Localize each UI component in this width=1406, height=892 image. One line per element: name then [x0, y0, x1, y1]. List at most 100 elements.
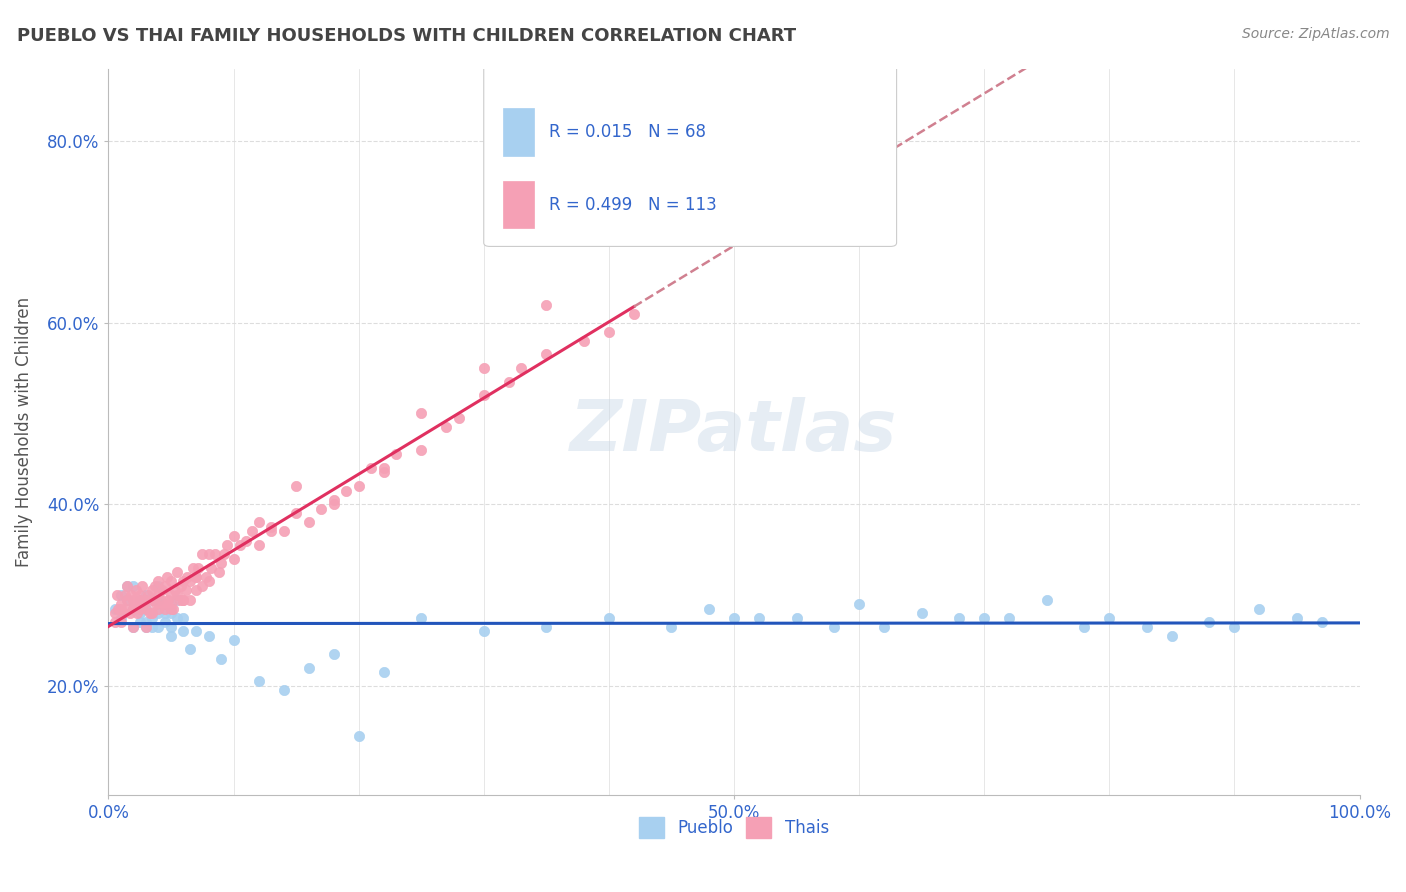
- Point: [172, 592, 194, 607]
- Point: [447, 411, 470, 425]
- Point: [1136, 620, 1159, 634]
- Point: [156, 570, 179, 584]
- Point: [176, 570, 198, 584]
- Point: [145, 597, 167, 611]
- Point: [118, 606, 141, 620]
- Point: [114, 588, 136, 602]
- Point: [160, 629, 183, 643]
- Point: [273, 683, 295, 698]
- Point: [195, 570, 218, 584]
- Point: [128, 592, 150, 607]
- Point: [135, 601, 157, 615]
- Point: [128, 606, 150, 620]
- Point: [179, 574, 201, 589]
- Point: [217, 538, 239, 552]
- Point: [209, 651, 232, 665]
- Point: [141, 610, 163, 624]
- Point: [1035, 592, 1057, 607]
- Point: [472, 624, 495, 639]
- Point: [786, 610, 808, 624]
- Point: [536, 347, 558, 361]
- Point: [222, 633, 245, 648]
- Point: [169, 592, 191, 607]
- Point: [411, 442, 433, 457]
- Point: [172, 592, 194, 607]
- Point: [122, 601, 145, 615]
- Point: [148, 606, 170, 620]
- Point: [623, 307, 645, 321]
- Point: [148, 588, 170, 602]
- Point: [115, 592, 138, 607]
- Point: [184, 624, 207, 639]
- Point: [322, 647, 344, 661]
- Point: [184, 570, 207, 584]
- Point: [434, 420, 457, 434]
- Point: [197, 547, 219, 561]
- Point: [110, 588, 132, 602]
- Point: [998, 610, 1021, 624]
- Point: [1098, 610, 1121, 624]
- Point: [848, 597, 870, 611]
- Point: [110, 597, 132, 611]
- Point: [1223, 620, 1246, 634]
- Point: [204, 547, 226, 561]
- Point: [207, 566, 229, 580]
- Point: [536, 620, 558, 634]
- Point: [222, 529, 245, 543]
- Point: [598, 610, 620, 624]
- Point: [153, 615, 176, 630]
- Point: [209, 556, 232, 570]
- Point: [141, 606, 163, 620]
- Y-axis label: Family Households with Children: Family Households with Children: [15, 296, 32, 566]
- Point: [197, 574, 219, 589]
- Point: [138, 588, 160, 602]
- Point: [191, 579, 214, 593]
- Point: [472, 388, 495, 402]
- Point: [197, 629, 219, 643]
- Point: [184, 583, 207, 598]
- Point: [335, 483, 357, 498]
- Point: [157, 592, 180, 607]
- Point: [135, 620, 157, 634]
- Point: [260, 524, 283, 539]
- Point: [141, 592, 163, 607]
- Legend: Pueblo, Thais: Pueblo, Thais: [633, 811, 835, 845]
- Point: [166, 610, 188, 624]
- Point: [120, 588, 142, 602]
- Point: [110, 601, 132, 615]
- Point: [598, 325, 620, 339]
- Point: [115, 601, 138, 615]
- Point: [247, 674, 270, 689]
- Point: [160, 606, 183, 620]
- Point: [122, 620, 145, 634]
- Point: [160, 601, 183, 615]
- Point: [135, 588, 157, 602]
- Point: [153, 597, 176, 611]
- Point: [498, 375, 520, 389]
- Point: [322, 497, 344, 511]
- Text: R = 0.015   N = 68: R = 0.015 N = 68: [548, 123, 706, 141]
- Point: [1285, 610, 1308, 624]
- Point: [240, 524, 263, 539]
- Point: [125, 583, 148, 598]
- Point: [135, 620, 157, 634]
- Point: [179, 642, 201, 657]
- Point: [141, 583, 163, 598]
- Point: [373, 665, 395, 680]
- Point: [1249, 601, 1271, 615]
- Point: [697, 601, 720, 615]
- Text: PUEBLO VS THAI FAMILY HOUSEHOLDS WITH CHILDREN CORRELATION CHART: PUEBLO VS THAI FAMILY HOUSEHOLDS WITH CH…: [17, 27, 796, 45]
- Point: [105, 588, 128, 602]
- Point: [127, 606, 149, 620]
- Point: [104, 601, 127, 615]
- Point: [138, 606, 160, 620]
- Point: [184, 570, 207, 584]
- Point: [322, 492, 344, 507]
- Point: [172, 624, 194, 639]
- Point: [112, 606, 135, 620]
- Point: [110, 615, 132, 630]
- Point: [148, 620, 170, 634]
- Point: [385, 447, 408, 461]
- Point: [104, 606, 127, 620]
- Point: [160, 574, 183, 589]
